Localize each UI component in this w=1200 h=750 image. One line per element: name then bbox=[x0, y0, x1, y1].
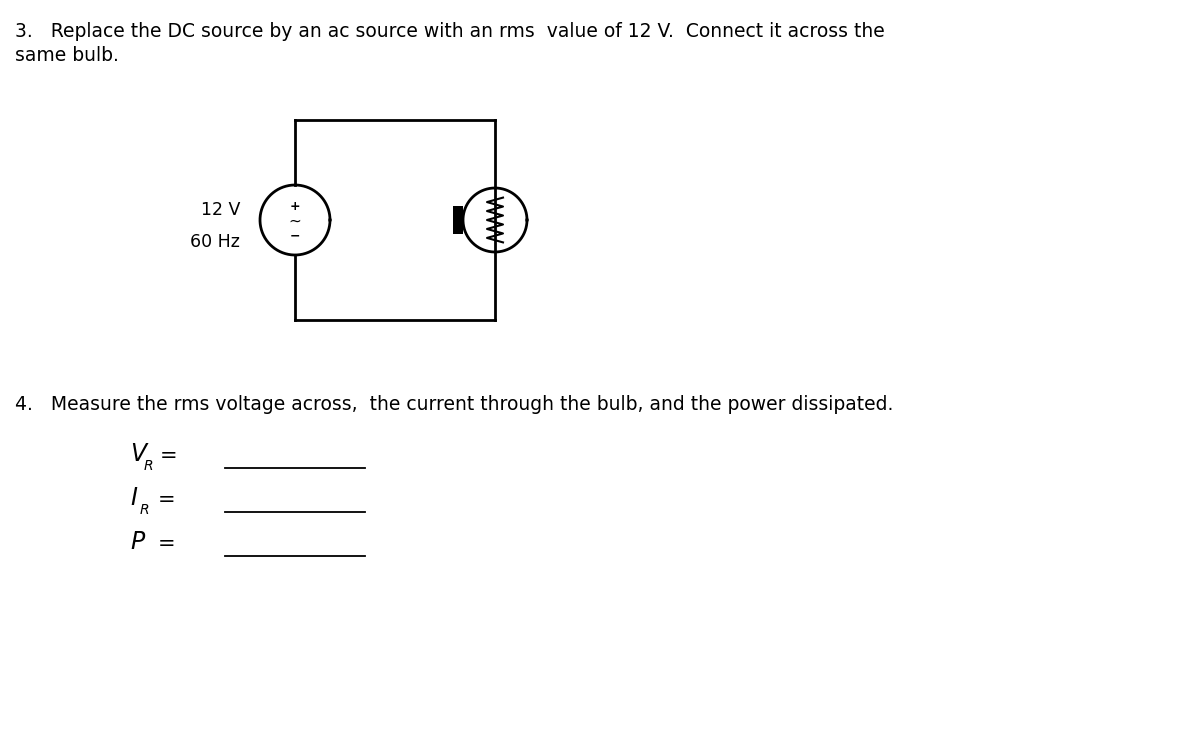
Text: V: V bbox=[130, 442, 146, 466]
Text: +: + bbox=[289, 200, 300, 212]
Text: 12 V: 12 V bbox=[200, 201, 240, 219]
Text: =: = bbox=[160, 446, 178, 466]
Text: 60 Hz: 60 Hz bbox=[190, 233, 240, 251]
Text: ~: ~ bbox=[289, 214, 301, 229]
Bar bbox=[454, 206, 463, 234]
Text: 3.   Replace the DC source by an ac source with an rms  value of 12 V.  Connect : 3. Replace the DC source by an ac source… bbox=[14, 22, 884, 41]
Text: R: R bbox=[140, 503, 150, 517]
Text: I: I bbox=[130, 486, 137, 510]
Text: 4.   Measure the rms voltage across,  the current through the bulb, and the powe: 4. Measure the rms voltage across, the c… bbox=[14, 395, 893, 414]
Text: −: − bbox=[289, 230, 300, 242]
Text: P: P bbox=[130, 530, 144, 554]
Text: R: R bbox=[144, 459, 154, 473]
Text: =: = bbox=[158, 490, 175, 510]
Text: same bulb.: same bulb. bbox=[14, 46, 119, 65]
Text: =: = bbox=[158, 534, 175, 554]
